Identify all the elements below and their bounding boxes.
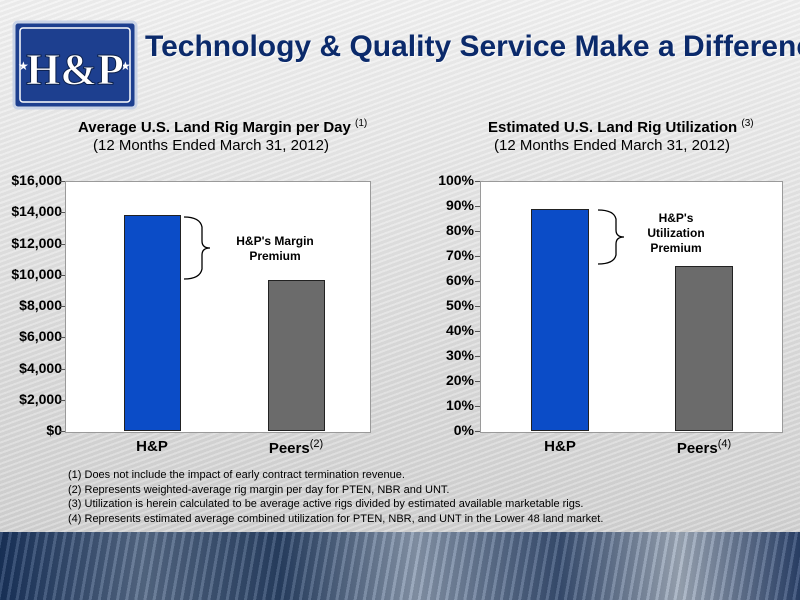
footnote-3: (3) Utilization is herein calculated to … [68, 498, 584, 510]
chart1-category-label: Peers(2) [268, 438, 324, 457]
footnotes: (1) Does not include the impact of early… [68, 468, 603, 526]
chart2-bar-hp [531, 208, 589, 431]
page-title: Technology & Quality Service Make a Diff… [145, 30, 800, 63]
chart1-brace [183, 216, 211, 280]
chart2-brace [597, 209, 625, 265]
chart2-category-label: H&P [544, 438, 576, 455]
chart2-title: Estimated U.S. Land Rig Utilization [488, 119, 738, 136]
logo-text: H&P [26, 45, 124, 94]
chart2-ytick-mark [475, 381, 480, 382]
chart1-ytick-mark [60, 431, 65, 432]
chart1-ytick-mark [60, 306, 65, 307]
chart1-ytick-mark [60, 212, 65, 214]
chart1-bar-peers [267, 280, 325, 431]
chart1-ytick-mark [60, 243, 65, 245]
svg-text:★: ★ [18, 59, 29, 73]
chart2-ytick-mark [475, 181, 480, 182]
footnote-4: (4) Represents estimated average combine… [68, 512, 604, 525]
chart1-ytick-mark [60, 337, 65, 339]
chart1-ytick-label: $8,000 [19, 297, 62, 313]
chart2-category-footnote: (4) [717, 438, 732, 450]
chart2-ytick-mark [475, 356, 480, 357]
chart2-title-block: Estimated U.S. Land Rig Utilization (3) [488, 118, 754, 136]
chart1-category-label: H&P [136, 438, 168, 455]
chart1-title-block: Average U.S. Land Rig Margin per Day (1) [78, 118, 367, 136]
chart2-ytick-label: 20% [445, 372, 474, 388]
chart1-title: Average U.S. Land Rig Margin per Day [78, 119, 351, 136]
chart1-ytick-label: $10,000 [11, 265, 62, 282]
chart2-bar-peers [675, 266, 733, 431]
chart1-ytick-mark [60, 181, 65, 182]
chart2-subtitle: (12 Months Ended March 31, 2012) [494, 137, 730, 154]
chart2-title-footnote: (3) [741, 118, 754, 129]
chart2-ytick-label: 100% [438, 172, 474, 188]
chart2-ytick-mark [475, 256, 480, 257]
chart2-ytick-label: 0% [453, 422, 474, 438]
chart2-ytick-label: 40% [445, 322, 474, 338]
chart2-ytick-label: 60% [445, 272, 474, 288]
chart1-category-footnote: (2) [309, 438, 324, 450]
chart2-ytick-label: 30% [445, 347, 474, 363]
chart1-ytick-label: $2,000 [19, 390, 62, 407]
chart2-annotation: H&P's Utilization Premium [647, 211, 705, 255]
chart2-ytick-mark [475, 406, 480, 407]
svg-text:★: ★ [120, 59, 131, 73]
footer-texture [0, 532, 800, 600]
footer-image-strip [0, 532, 800, 600]
chart2-ytick-mark [475, 231, 480, 232]
chart1-title-footnote: (1) [355, 118, 368, 129]
chart2-ytick-label: 50% [445, 297, 474, 313]
chart1-ytick-label: $12,000 [11, 234, 62, 251]
footnote-2: (2) Represents weighted-average rig marg… [68, 483, 450, 496]
chart1-subtitle: (12 Months Ended March 31, 2012) [93, 137, 329, 154]
chart1-ytick-mark [60, 399, 65, 401]
chart1-ytick-label: $4,000 [19, 359, 62, 376]
chart1-ytick-label: $14,000 [11, 203, 62, 220]
chart1-ytick-mark [60, 368, 65, 370]
chart1-ytick-label: $0 [46, 422, 62, 438]
hp-logo: ★ ★ H&P [12, 20, 138, 110]
footnote-1: (1) Does not include the impact of early… [68, 469, 405, 481]
chart2-ytick-mark [475, 206, 480, 207]
chart2-ytick-label: 10% [445, 397, 474, 413]
chart1-ytick-mark [60, 274, 65, 276]
chart1-ytick-label: $6,000 [19, 328, 62, 345]
chart2-ytick-mark [475, 306, 480, 307]
chart2-ytick-label: 90% [445, 197, 474, 213]
chart2-ytick-mark [475, 431, 480, 432]
chart2-ytick-label: 70% [445, 247, 474, 263]
chart2-ytick-mark [475, 281, 480, 282]
chart1-annotation: H&P's Margin Premium [236, 234, 314, 263]
chart1-bar-hp [123, 215, 181, 431]
chart1-ytick-label: $16,000 [11, 172, 62, 188]
chart2-category-label: Peers(4) [676, 438, 732, 457]
chart2-ytick-label: 80% [445, 222, 474, 238]
chart2-ytick-mark [475, 331, 480, 332]
